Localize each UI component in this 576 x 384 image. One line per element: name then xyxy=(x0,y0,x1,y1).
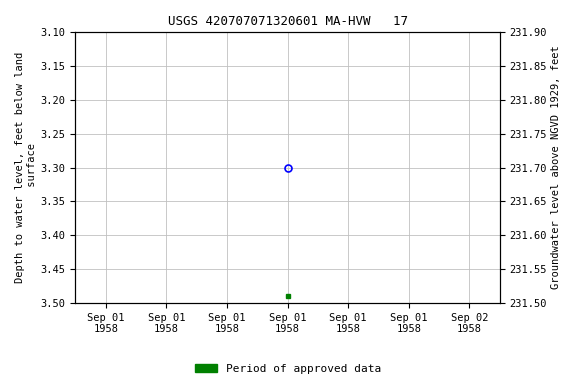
Title: USGS 420707071320601 MA-HVW   17: USGS 420707071320601 MA-HVW 17 xyxy=(168,15,408,28)
Y-axis label: Depth to water level, feet below land
 surface: Depth to water level, feet below land su… xyxy=(15,52,37,283)
Y-axis label: Groundwater level above NGVD 1929, feet: Groundwater level above NGVD 1929, feet xyxy=(551,46,561,290)
Legend: Period of approved data: Period of approved data xyxy=(191,359,385,379)
